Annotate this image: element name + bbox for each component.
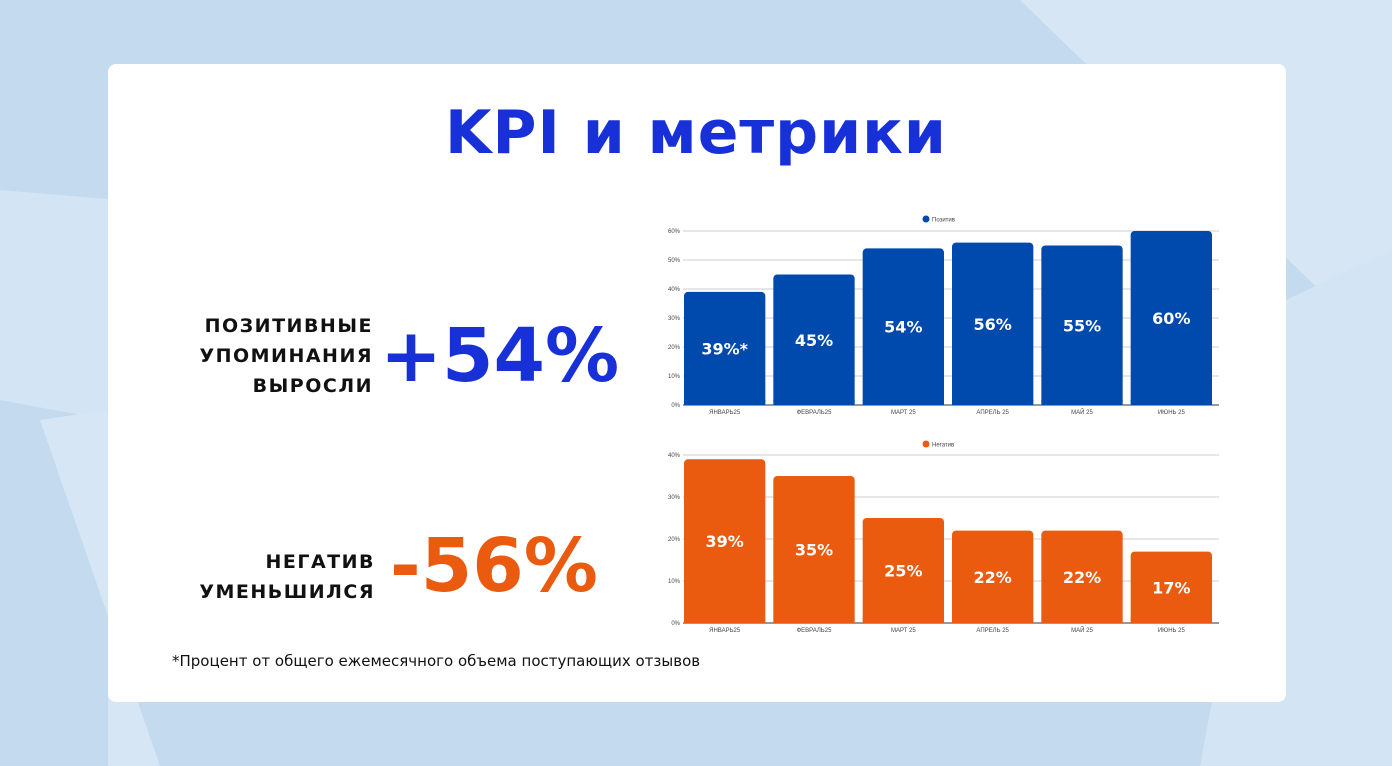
bar-base <box>773 618 855 623</box>
bar <box>1041 245 1123 405</box>
x-tick-label: ЯНВАРЬ25 <box>709 628 741 634</box>
y-tick-label: 40% <box>668 453 681 459</box>
data-label: 17% <box>1152 578 1190 597</box>
bar <box>952 530 1034 623</box>
data-label: 56% <box>974 315 1012 334</box>
page-title: KPI и метрики <box>445 98 947 168</box>
y-tick-label: 60% <box>668 229 681 235</box>
footnote: *Процент от общего ежемесячного объема п… <box>172 652 701 670</box>
y-tick-label: 30% <box>668 495 681 501</box>
positive-label-line: ВЫРОСЛИ <box>252 375 373 397</box>
x-tick-label: ИЮНЬ 25 <box>1158 628 1186 634</box>
bar-base <box>773 400 855 405</box>
y-tick-label: 40% <box>668 287 681 293</box>
bar <box>773 274 855 405</box>
data-label: 35% <box>795 541 833 560</box>
legend-label: Позитив <box>932 218 955 224</box>
bar <box>862 518 944 623</box>
data-label: 39% <box>706 532 744 551</box>
y-tick-label: 30% <box>668 316 681 322</box>
data-label: 25% <box>884 562 922 581</box>
negative-label-line: УМЕНЬШИЛСЯ <box>199 581 375 603</box>
data-label: 54% <box>884 318 922 337</box>
y-tick-label: 10% <box>668 374 681 380</box>
data-label: 22% <box>1063 568 1101 587</box>
x-tick-label: ЯНВАРЬ25 <box>709 410 741 416</box>
bar-base <box>952 618 1034 623</box>
x-tick-label: АПРЕЛЬ 25 <box>976 628 1009 634</box>
legend-marker <box>922 215 930 223</box>
bar <box>952 242 1034 405</box>
bar-base <box>862 400 944 405</box>
bar-base <box>862 618 944 623</box>
bar-base <box>1130 400 1212 405</box>
x-tick-label: ФЕВРАЛЬ25 <box>797 628 833 634</box>
x-tick-label: МАРТ 25 <box>891 410 916 416</box>
bar <box>1041 530 1123 623</box>
data-label: 22% <box>974 568 1012 587</box>
negative-kpi-value: -56% <box>390 523 598 609</box>
negative-label-line: НЕГАТИВ <box>265 551 375 573</box>
x-tick-label: МАЙ 25 <box>1071 626 1093 634</box>
bar <box>684 459 766 623</box>
legend-marker <box>922 440 930 448</box>
bar <box>684 291 766 405</box>
y-tick-label: 20% <box>668 537 681 543</box>
bar-base <box>684 400 766 405</box>
bar-base <box>1041 618 1123 623</box>
bar <box>862 248 944 405</box>
positive-label: ПОЗИТИВНЫЕ УПОМИНАНИЯ ВЫРОСЛИ <box>150 311 373 401</box>
x-tick-label: ФЕВРАЛЬ25 <box>797 410 833 416</box>
bar-base <box>684 618 766 623</box>
positive-label-line: ПОЗИТИВНЫЕ <box>204 315 373 337</box>
positive-kpi-value: +54% <box>380 313 620 399</box>
bar-base <box>952 400 1034 405</box>
y-tick-label: 0% <box>671 621 680 627</box>
data-label: 55% <box>1063 316 1101 335</box>
positive-label-line: УПОМИНАНИЯ <box>199 345 373 367</box>
bar <box>773 476 855 623</box>
bar-base <box>1130 618 1212 623</box>
bar-base <box>1041 400 1123 405</box>
data-label: 45% <box>795 331 833 350</box>
x-tick-label: ИЮНЬ 25 <box>1158 410 1186 416</box>
y-tick-label: 10% <box>668 579 681 585</box>
data-label: 39%* <box>701 339 748 358</box>
x-tick-label: МАРТ 25 <box>891 628 916 634</box>
y-tick-label: 0% <box>671 403 680 409</box>
y-tick-label: 20% <box>668 345 681 351</box>
negative-label: НЕГАТИВ УМЕНЬШИЛСЯ <box>150 547 375 607</box>
legend-label: Негатив <box>932 443 954 449</box>
bar <box>1130 231 1212 405</box>
bar <box>1130 551 1212 623</box>
y-tick-label: 50% <box>668 258 681 264</box>
x-tick-label: АПРЕЛЬ 25 <box>976 410 1009 416</box>
data-label: 60% <box>1152 309 1190 328</box>
x-tick-label: МАЙ 25 <box>1071 408 1093 416</box>
